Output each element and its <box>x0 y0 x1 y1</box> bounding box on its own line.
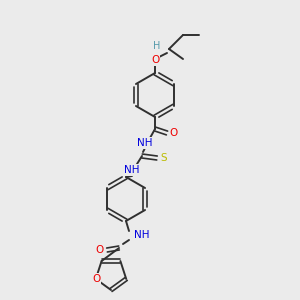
Text: NH: NH <box>134 230 149 240</box>
Text: O: O <box>170 128 178 138</box>
Text: NH: NH <box>137 138 153 148</box>
Text: O: O <box>93 274 101 284</box>
Text: H: H <box>153 41 161 51</box>
Text: O: O <box>96 245 104 255</box>
Text: NH: NH <box>124 165 140 175</box>
Text: O: O <box>151 55 159 65</box>
Text: S: S <box>161 153 167 163</box>
